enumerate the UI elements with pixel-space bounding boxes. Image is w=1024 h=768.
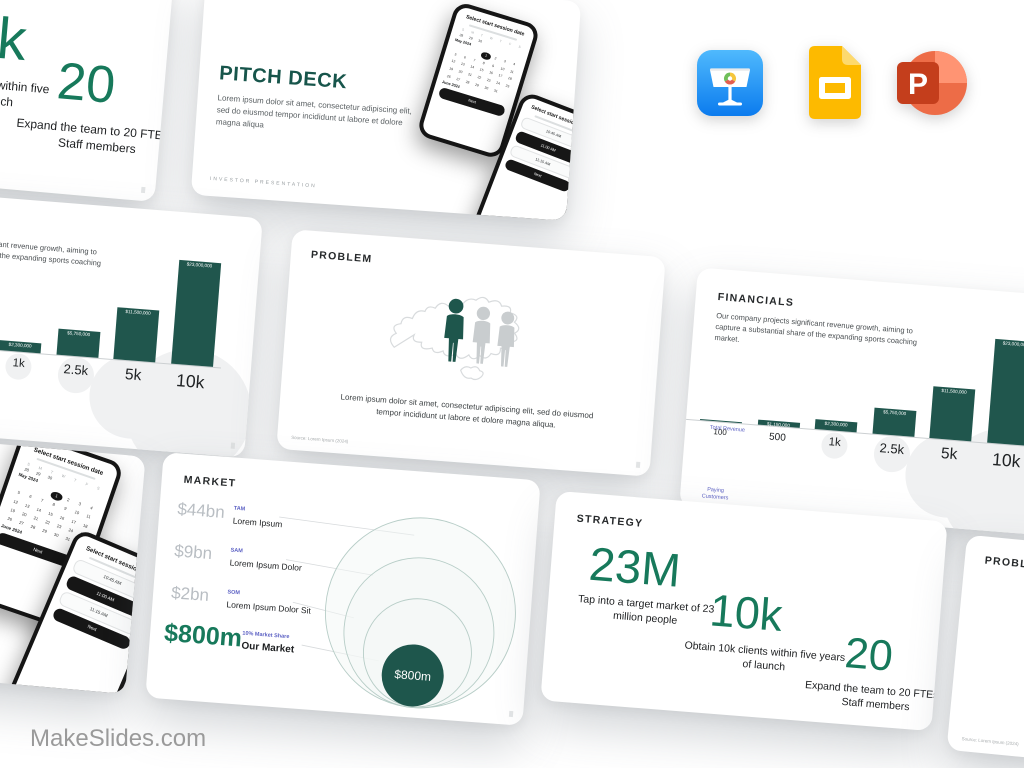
bar-500: $1,150,000 (757, 419, 800, 428)
market-value: $9bn (173, 541, 213, 564)
person-icon (497, 311, 515, 367)
slide-problem-partial[interactable]: PROBLEM Source: Lorem Ipsum (2024) (946, 534, 1024, 768)
pitch-deck-title: PITCH DECK (218, 62, 349, 94)
market-tag: SOM (227, 589, 241, 597)
bar-2.5k: $5,750,000 (56, 328, 100, 358)
stat-caption: Expand the team to 20 FTEs & Staff membe… (804, 679, 948, 713)
slide-title: PROBLEM (310, 248, 373, 266)
person-icon-highlighted (444, 298, 464, 362)
stat-caption: Expand the team to 20 FTEs & Staff membe… (15, 115, 175, 156)
slide-strategy[interactable]: STRATEGY 23M Tap into a target market of… (540, 490, 948, 732)
market-tag: SAM (230, 547, 243, 555)
site-brand: MakeSlides.com (30, 725, 207, 752)
svg-text:P: P (908, 68, 928, 101)
bar-value-label: $5,750,000 (67, 330, 91, 338)
slide-title: PROBLEM (984, 554, 1024, 573)
bar-2.5k: $5,750,000 (872, 407, 916, 437)
keynote-icon[interactable] (697, 50, 763, 121)
x-tick-label: 2.5k (879, 440, 905, 458)
person-icon (472, 306, 491, 364)
bar-value-label: $23,000,000 (1002, 340, 1024, 348)
x-tick-label: 1k (828, 436, 842, 450)
stat-value: 10k (707, 584, 785, 641)
bar-value-label: $2,300,000 (824, 420, 848, 428)
page-number-mark (230, 442, 236, 449)
source-note: Source: Lorem Ipsum (2024) (961, 736, 1019, 747)
map-outline (389, 296, 520, 360)
stat-value: 20 (54, 52, 118, 116)
bar-value-label: $11,500,000 (941, 387, 967, 395)
slide-strategy-partial[interactable]: 10k Obtain 10k clients within five years… (0, 0, 175, 202)
google-slides-icon[interactable] (809, 46, 861, 124)
x-tick-label: 500 (768, 431, 787, 444)
people-icons (444, 298, 515, 367)
slide-problem[interactable]: PROBLEM (276, 229, 666, 477)
bar-value-label: $23,000,000 (186, 261, 213, 269)
source-note: Source: Lorem Ipsum (2024) (290, 434, 349, 445)
our-market-bubble (381, 644, 444, 707)
pitch-deck-footer: INVESTOR PRESENTATION (209, 175, 317, 190)
market-tag: TAM (233, 505, 246, 513)
slide-financials-left-partial[interactable]: FINANCIALS Our company projects signific… (0, 188, 263, 458)
market-value-our: $800m (163, 618, 243, 653)
slide-pitch-deck[interactable]: PITCH DECK Lorem ipsum dolor sit amet, c… (190, 0, 582, 221)
powerpoint-icon[interactable]: P (897, 47, 967, 125)
bar-10k: $23,000,000 (986, 338, 1024, 446)
stat-caption: Obtain 10k clients within five years of … (0, 69, 50, 109)
bar-5k: $11,500,000 (113, 307, 160, 363)
bar-5k: $11,500,000 (929, 386, 976, 442)
map-illustration (363, 271, 585, 399)
slide-title: FINANCIALS (717, 291, 795, 310)
slide-financials[interactable]: FINANCIALS Our company projects signific… (679, 267, 1024, 537)
our-market-bubble-label: $800m (394, 667, 432, 684)
stat-caption: Obtain 10k clients within five years of … (684, 639, 846, 674)
bar-value-label: $5,750,000 (883, 409, 907, 417)
stat-value: 20 (843, 629, 895, 681)
pitch-deck-body: Lorem ipsum dolor sit amet, consectetur … (215, 93, 413, 130)
stat-value: 10k (0, 0, 30, 74)
stat-value: 23M (587, 536, 683, 597)
slide-market[interactable]: MARKET $44bn TAM Lorem Ipsum $9bn SAM Lo… (145, 452, 541, 726)
x-tick-label: 2.5k (63, 361, 89, 379)
bar-value-label: $11,500,000 (125, 308, 151, 316)
market-circles-chart: $800m (324, 517, 516, 709)
x-axis-label: Paying Customers (701, 486, 729, 502)
bar-value-label: $2,300,000 (8, 341, 32, 349)
bar-value-label: $1,150,000 (766, 421, 791, 428)
market-value: $2bn (170, 583, 210, 605)
page-number-mark (508, 710, 514, 718)
stat-caption: Tap into a target market of 23 million p… (577, 592, 715, 627)
page-number-mark (635, 461, 641, 468)
page-number-mark (140, 186, 146, 194)
revenue-bar-chart: 100$1,150,000500$2,300,0001k$5,750,0002.… (0, 228, 256, 458)
x-tick-label: 100 (713, 427, 728, 438)
bar-10k: $23,000,000 (170, 259, 221, 367)
slide-title: STRATEGY (576, 512, 644, 530)
map-island (459, 366, 484, 381)
market-value: $44bn (176, 499, 226, 522)
